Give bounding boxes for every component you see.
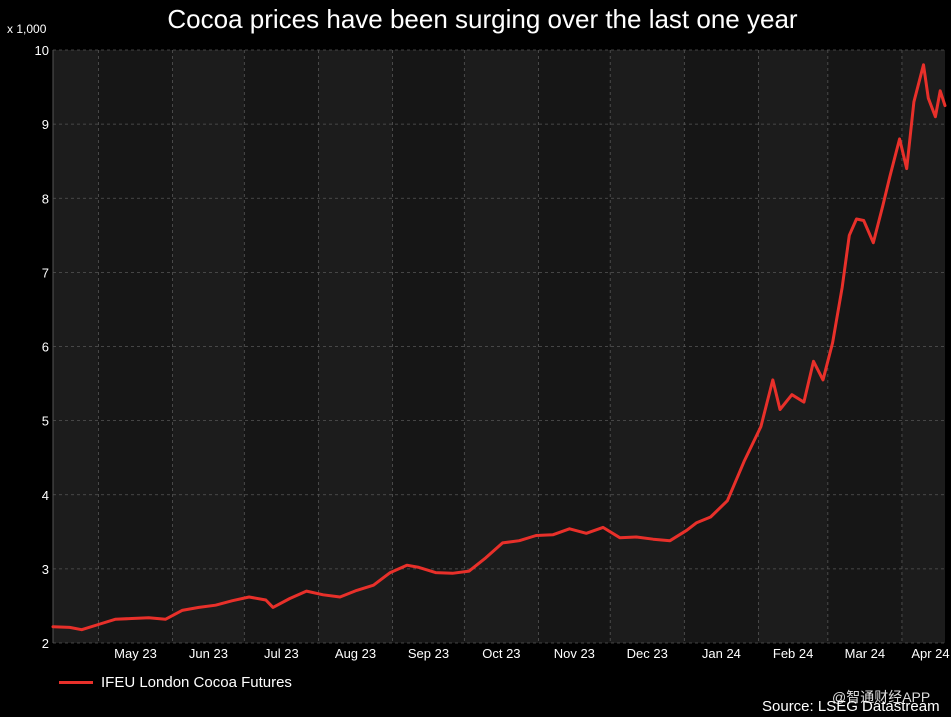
month-band [538, 50, 611, 643]
watermark: @智通财经APP [832, 689, 931, 705]
chart-title: Cocoa prices have been surging over the … [167, 4, 798, 34]
y-tick-label: 7 [42, 265, 49, 280]
y-tick-label: 9 [42, 117, 49, 132]
y-tick-label: 4 [42, 488, 49, 503]
x-tick-label: Feb 24 [773, 646, 813, 661]
x-tick-label: Apr 24 [911, 646, 949, 661]
y-tick-label: 5 [42, 414, 49, 429]
month-band [392, 50, 465, 643]
x-tick-label: Aug 23 [335, 646, 376, 661]
legend: IFEU London Cocoa Futures [59, 674, 292, 691]
month-band [172, 50, 245, 643]
x-tick-label: Sep 23 [408, 646, 449, 661]
gridlines [52, 49, 945, 644]
x-tick-label: Dec 23 [627, 646, 668, 661]
x-axis-ticks: May 23 Jun 23 Jul 23 Aug 23 Sep 23 Oct 23 Nov … [114, 646, 949, 661]
y-tick-label: 2 [42, 636, 49, 651]
source-note: Source: LSEG Datastream [762, 698, 940, 715]
series-line [51, 63, 947, 632]
y-tick-label: 3 [42, 562, 49, 577]
x-tick-label: Jun 23 [189, 646, 228, 661]
y-axis-ticks: 2 3 4 5 6 7 8 9 10 [35, 43, 49, 651]
month-band [98, 50, 173, 643]
y-tick-label: 8 [42, 191, 49, 206]
x-tick-label: Jul 23 [264, 646, 299, 661]
series-lines [51, 63, 947, 632]
legend-swatch [59, 681, 93, 684]
x-tick-label: Nov 23 [554, 646, 595, 661]
y-axis-unit-label: x 1,000 [7, 22, 47, 36]
legend-label: IFEU London Cocoa Futures [101, 674, 292, 691]
y-tick-label: 10 [35, 43, 49, 58]
x-tick-label: Oct 23 [482, 646, 520, 661]
y-tick-label: 6 [42, 340, 49, 355]
x-tick-label: Jan 24 [702, 646, 741, 661]
x-tick-label: May 23 [114, 646, 157, 661]
x-tick-label: Mar 24 [845, 646, 885, 661]
